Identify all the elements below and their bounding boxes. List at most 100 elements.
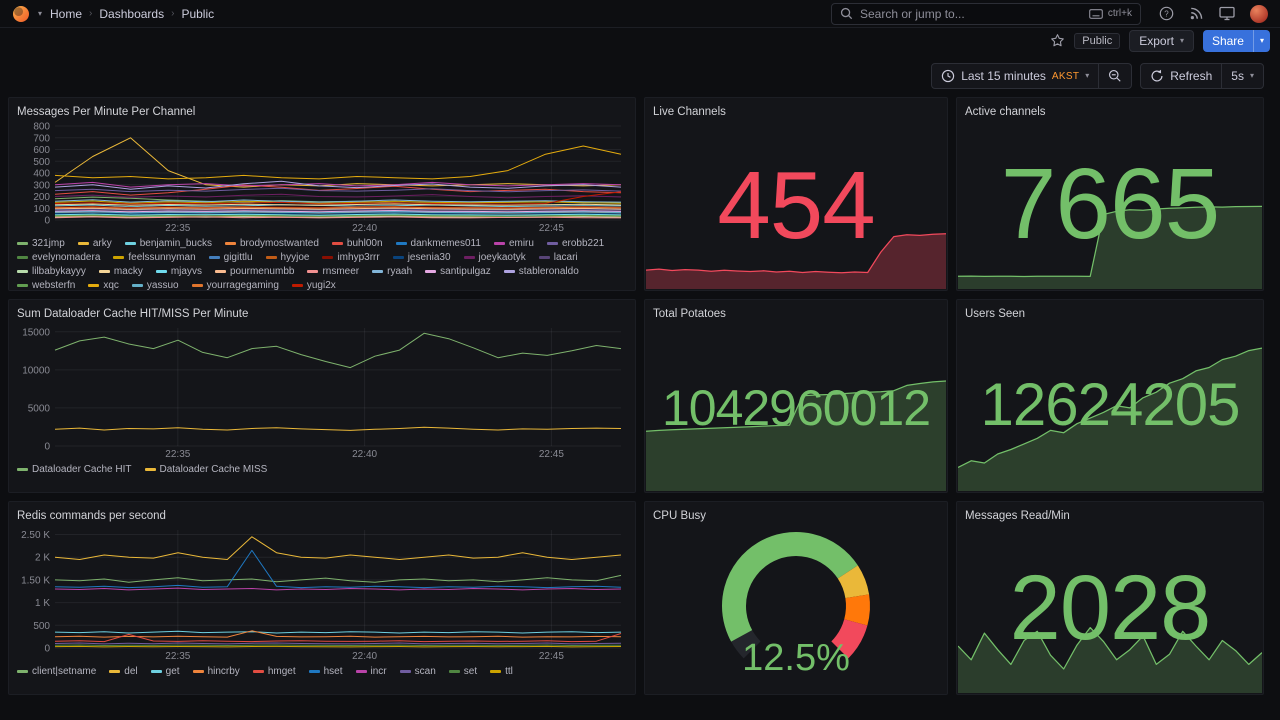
svg-text:2 K: 2 K <box>35 553 50 564</box>
share-button[interactable]: Share ▾ <box>1202 29 1270 52</box>
svg-text:?: ? <box>1164 9 1169 18</box>
legend-item[interactable]: jesenia30 <box>392 252 451 263</box>
legend-item[interactable]: yassuo <box>131 280 179 290</box>
legend-item[interactable]: 321jmp <box>17 238 65 249</box>
legend-label: scan <box>414 666 436 677</box>
panel-title[interactable]: Messages Read/Min <box>965 510 1070 522</box>
legend-swatch <box>546 242 558 245</box>
legend-swatch <box>88 284 100 287</box>
panel-title[interactable]: Sum Dataloader Cache HIT/MISS Per Minute <box>17 308 249 320</box>
legend-swatch <box>17 468 28 471</box>
legend-item[interactable]: yourragegaming <box>191 280 279 290</box>
legend-item[interactable]: buhl00n <box>331 238 383 249</box>
help-icon[interactable]: ? <box>1159 6 1174 21</box>
monitor-icon[interactable] <box>1219 6 1235 21</box>
time-range-picker[interactable]: Last 15 minutes AKST ▾ <box>932 64 1098 88</box>
logo-chevron-down-icon[interactable]: ▾ <box>38 8 43 18</box>
legend-item[interactable]: dankmemes011 <box>395 238 481 249</box>
legend-item[interactable]: hincrby <box>192 666 240 677</box>
legend-item[interactable]: lilbabykayyy <box>17 266 86 277</box>
news-rss-icon[interactable] <box>1189 6 1204 21</box>
svg-text:0: 0 <box>44 442 50 453</box>
panel-title[interactable]: Messages Per Minute Per Channel <box>17 106 196 118</box>
legend-label: macky <box>113 266 143 277</box>
legend-item[interactable]: hset <box>308 666 343 677</box>
grafana-logo[interactable] <box>12 5 30 23</box>
legend-item[interactable]: xqc <box>88 280 119 290</box>
legend-label: dankmemes011 <box>410 238 481 249</box>
legend-item[interactable]: stableronaldo <box>503 266 579 277</box>
time-range-label: Last 15 minutes <box>961 69 1046 83</box>
legend-item[interactable]: erobb221 <box>546 238 604 249</box>
legend-swatch <box>448 670 460 673</box>
legend-swatch <box>131 284 143 287</box>
legend-item[interactable]: santipulgaz <box>425 266 491 277</box>
legend-swatch <box>113 256 125 259</box>
refresh-interval-picker[interactable]: 5s ▾ <box>1221 64 1263 88</box>
svg-text:22:35: 22:35 <box>165 449 190 460</box>
panel-dataloader-cache: Sum Dataloader Cache HIT/MISS Per Minute… <box>8 299 636 493</box>
legend-item[interactable]: ryaah <box>372 266 412 277</box>
gauge-value: 12.5% <box>742 637 850 679</box>
legend-item[interactable]: lacari <box>538 252 578 263</box>
legend-item[interactable]: scan <box>399 666 436 677</box>
breadcrumb-public[interactable]: Public <box>181 6 215 21</box>
star-icon[interactable] <box>1050 33 1065 48</box>
panel-messages-read: Messages Read/Min 2028 <box>956 501 1264 695</box>
legend-item[interactable]: yugi2x <box>291 280 336 290</box>
legend-item[interactable]: arky <box>77 238 112 249</box>
dashboard-tag-public[interactable]: Public <box>1074 32 1121 49</box>
legend-item[interactable]: benjamin_bucks <box>124 238 212 249</box>
svg-text:10000: 10000 <box>22 365 50 376</box>
clock-icon <box>942 69 955 83</box>
legend-item[interactable]: set <box>448 666 477 677</box>
legend-item[interactable]: gigittlu <box>208 252 253 263</box>
svg-text:22:35: 22:35 <box>165 223 190 234</box>
time-series-chart[interactable]: 0 500 1 K 1.50 K 2 K 2.50 K 22:35 22:40 22:45 <box>17 524 627 662</box>
stat-sparkline <box>957 204 1263 289</box>
panel-total-potatoes: Total Potatoes 1042960012 <box>644 299 948 493</box>
legend-item[interactable]: hyyjoe <box>265 252 309 263</box>
stat-value: 454 <box>717 152 875 259</box>
panel-title[interactable]: Redis commands per second <box>17 510 166 522</box>
breadcrumb-home[interactable]: Home <box>50 6 83 21</box>
legend-item[interactable]: ttl <box>490 666 513 677</box>
legend-item[interactable]: rnsmeer <box>307 266 359 277</box>
refresh-label: Refresh <box>1170 69 1213 83</box>
time-series-chart[interactable]: 0 5000 10000 15000 22:35 22:40 22:45 <box>17 322 627 460</box>
legend-item[interactable]: macky <box>98 266 143 277</box>
legend-item[interactable]: joeykaotyk <box>463 252 526 263</box>
time-series-chart[interactable]: 0 100 200 300 400 500 600 700 800 22:35 22:40 22:45 <box>17 120 627 234</box>
user-avatar[interactable] <box>1250 4 1268 23</box>
refresh-button[interactable]: Refresh <box>1141 64 1221 88</box>
svg-text:0: 0 <box>44 644 50 655</box>
legend-item[interactable]: del <box>109 666 138 677</box>
breadcrumb-dashboards[interactable]: Dashboards <box>99 6 165 21</box>
legend-item[interactable]: emiru <box>493 238 534 249</box>
legend-item[interactable]: Dataloader Cache HIT <box>17 464 132 475</box>
legend-item[interactable]: websterfn <box>17 280 75 290</box>
search-input[interactable]: Search or jump to... ctrl+k <box>831 2 1141 25</box>
panel-title[interactable]: CPU Busy <box>653 510 707 522</box>
legend-item[interactable]: Dataloader Cache MISS <box>144 464 267 475</box>
legend-item[interactable]: brodymostwanted <box>224 238 319 249</box>
legend-item[interactable]: feelssunnyman <box>113 252 196 263</box>
panel-title[interactable]: Active channels <box>965 106 1046 118</box>
stat-sparkline <box>645 379 947 491</box>
svg-text:700: 700 <box>33 133 50 144</box>
legend-item[interactable]: imhyp3rrr <box>322 252 380 263</box>
legend-item[interactable]: get <box>150 666 180 677</box>
legend-item[interactable]: mjayvs <box>155 266 202 277</box>
legend-item[interactable]: hmget <box>252 666 296 677</box>
legend-item[interactable]: client|setname <box>17 666 96 677</box>
legend-item[interactable]: incr <box>355 666 387 677</box>
legend-item[interactable]: evelynomadera <box>17 252 100 263</box>
panel-title[interactable]: Live Channels <box>653 106 726 118</box>
panel-title[interactable]: Users Seen <box>965 308 1026 320</box>
panel-title[interactable]: Total Potatoes <box>653 308 726 320</box>
zoom-out-time-button[interactable] <box>1098 64 1131 88</box>
legend-label: Dataloader Cache HIT <box>32 464 132 475</box>
legend-item[interactable]: pourmenumbb <box>214 266 294 277</box>
export-button[interactable]: Export ▾ <box>1129 29 1194 52</box>
share-dropdown-toggle[interactable]: ▾ <box>1252 29 1270 52</box>
